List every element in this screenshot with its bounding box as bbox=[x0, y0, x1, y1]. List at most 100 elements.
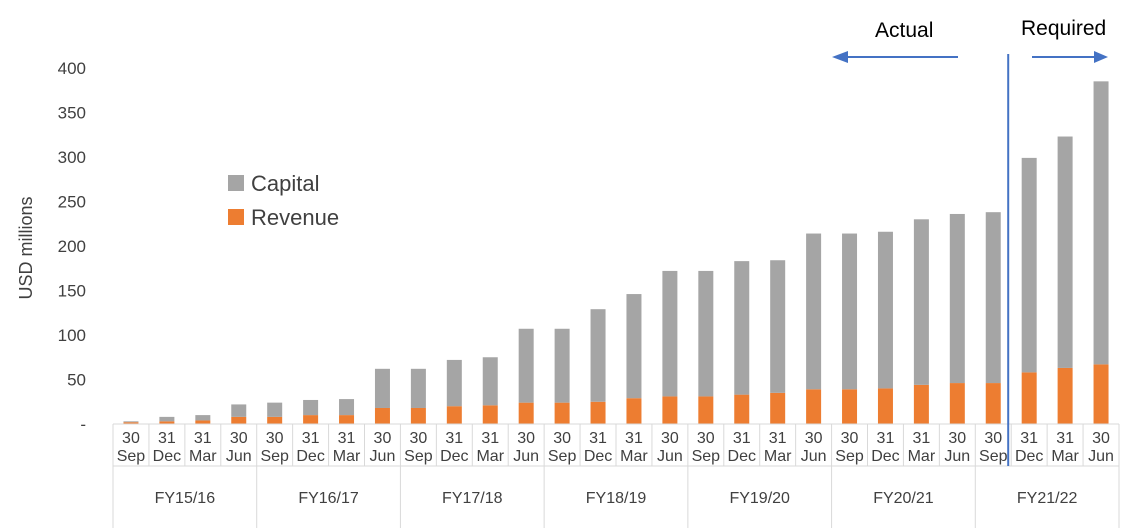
x-category-month: Mar bbox=[620, 448, 648, 465]
bar-revenue bbox=[123, 422, 139, 424]
x-category-day: 30 bbox=[230, 430, 248, 447]
bar-capital bbox=[195, 415, 211, 421]
x-category-day: 31 bbox=[338, 430, 356, 447]
bar-revenue bbox=[806, 389, 822, 424]
y-tick-label: 350 bbox=[58, 104, 86, 123]
bar-revenue bbox=[267, 416, 283, 424]
bar-capital bbox=[446, 359, 462, 407]
x-category-day: 30 bbox=[661, 430, 679, 447]
x-category-day: 31 bbox=[1020, 430, 1038, 447]
bar-capital bbox=[698, 270, 714, 397]
y-tick-label: 150 bbox=[58, 282, 86, 301]
x-category-month: Mar bbox=[908, 448, 936, 465]
bar-capital bbox=[518, 328, 534, 403]
x-category-day: 30 bbox=[122, 430, 140, 447]
x-category-month: Jun bbox=[513, 448, 539, 465]
x-category-day: 30 bbox=[1092, 430, 1110, 447]
x-category-day: 31 bbox=[194, 430, 212, 447]
legend-swatch-capital bbox=[228, 175, 244, 191]
bar-capital bbox=[734, 261, 750, 395]
legend-label-capital: Capital bbox=[251, 171, 319, 196]
bar-revenue bbox=[195, 420, 211, 424]
x-category-month: Mar bbox=[476, 448, 504, 465]
bar-capital bbox=[626, 294, 642, 399]
x-category-month: Jun bbox=[370, 448, 396, 465]
x-group-label: FY16/17 bbox=[298, 490, 359, 507]
bar-capital bbox=[842, 233, 858, 390]
bar-revenue bbox=[698, 396, 714, 424]
x-category-month: Mar bbox=[333, 448, 361, 465]
x-category-day: 30 bbox=[409, 430, 427, 447]
bar-capital bbox=[303, 399, 319, 416]
x-category-month: Mar bbox=[1051, 448, 1079, 465]
bar-capital bbox=[374, 368, 390, 408]
bar-revenue bbox=[1021, 372, 1037, 424]
bar-revenue bbox=[842, 389, 858, 424]
y-tick-label: 300 bbox=[58, 148, 86, 167]
bar-capital bbox=[1057, 136, 1073, 368]
legend-swatch-revenue bbox=[228, 209, 244, 225]
x-category-month: Dec bbox=[871, 448, 899, 465]
bar-capital bbox=[662, 270, 678, 397]
bar-capital bbox=[949, 213, 965, 384]
x-category-day: 31 bbox=[158, 430, 176, 447]
x-category-month: Sep bbox=[117, 448, 146, 465]
bar-revenue bbox=[1057, 367, 1073, 424]
x-category-month: Jun bbox=[801, 448, 827, 465]
annotations: Actual Required bbox=[832, 17, 1108, 466]
required-arrow-head bbox=[1094, 51, 1108, 63]
x-category-day: 31 bbox=[625, 430, 643, 447]
x-category-month: Sep bbox=[692, 448, 721, 465]
x-group-label: FY17/18 bbox=[442, 490, 503, 507]
x-category-day: 30 bbox=[517, 430, 535, 447]
bar-revenue bbox=[626, 398, 642, 424]
bar-capital bbox=[985, 212, 1001, 384]
bar-revenue bbox=[985, 383, 1001, 424]
x-category-day: 30 bbox=[984, 430, 1002, 447]
x-category-day: 30 bbox=[374, 430, 392, 447]
x-category-month: Sep bbox=[404, 448, 433, 465]
bar-revenue bbox=[374, 407, 390, 424]
y-tick-label: 250 bbox=[58, 193, 86, 212]
bar-capital bbox=[590, 309, 606, 402]
x-category-month: Dec bbox=[1015, 448, 1043, 465]
y-axis-title: USD millions bbox=[16, 196, 36, 299]
x-category-month: Jun bbox=[226, 448, 252, 465]
legend-label-revenue: Revenue bbox=[251, 205, 339, 230]
x-category-month: Mar bbox=[189, 448, 217, 465]
x-category-month: Dec bbox=[728, 448, 756, 465]
bar-revenue bbox=[949, 383, 965, 424]
y-tick-label: 200 bbox=[58, 237, 86, 256]
legend: Capital Revenue bbox=[228, 171, 339, 230]
bar-revenue bbox=[662, 396, 678, 424]
x-category-day: 31 bbox=[589, 430, 607, 447]
x-category-day: 31 bbox=[912, 430, 930, 447]
y-tick-label: 50 bbox=[67, 371, 86, 390]
bar-revenue bbox=[410, 407, 426, 424]
x-category-month: Mar bbox=[764, 448, 792, 465]
x-category-day: 30 bbox=[948, 430, 966, 447]
x-category-month: Dec bbox=[584, 448, 612, 465]
bar-capital bbox=[806, 233, 822, 390]
x-category-month: Sep bbox=[260, 448, 289, 465]
x-group-label: FY15/16 bbox=[155, 490, 216, 507]
bar-revenue bbox=[231, 416, 247, 424]
x-group-label: FY20/21 bbox=[873, 490, 934, 507]
bar-revenue bbox=[159, 421, 175, 424]
x-category-day: 30 bbox=[805, 430, 823, 447]
x-group-label: FY19/20 bbox=[729, 490, 790, 507]
x-category-day: 31 bbox=[877, 430, 895, 447]
bar-capital bbox=[159, 416, 175, 422]
bar-capital bbox=[123, 421, 139, 423]
bar-capital bbox=[1093, 81, 1109, 365]
bar-capital bbox=[1021, 157, 1037, 373]
x-category-day: 31 bbox=[481, 430, 499, 447]
bar-revenue bbox=[554, 402, 570, 424]
required-label: Required bbox=[1021, 17, 1106, 40]
x-category-day: 30 bbox=[553, 430, 571, 447]
bar-capital bbox=[267, 402, 283, 417]
bar-revenue bbox=[913, 384, 929, 424]
bar-capital bbox=[913, 219, 929, 385]
actual-label: Actual bbox=[875, 19, 933, 42]
